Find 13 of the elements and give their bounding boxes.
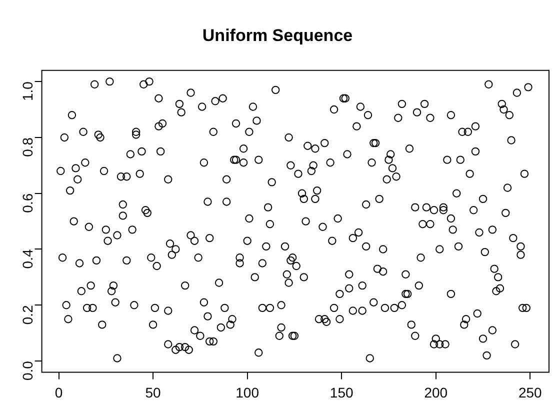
x-tick-label: 200 (424, 384, 448, 400)
y-tick-label: 0.6 (20, 193, 36, 213)
y-tick-label: 1.0 (20, 81, 36, 102)
x-tick-label: 0 (54, 384, 63, 400)
x-tick-label: 100 (236, 384, 260, 400)
x-tick-label: 250 (518, 384, 542, 400)
y-tick-label: 0.2 (20, 304, 36, 325)
x-tick-label: 50 (145, 384, 162, 400)
y-tick-label: 0.4 (20, 249, 36, 269)
y-tick-label: 0.8 (20, 137, 36, 157)
y-tick-label: 0.0 (20, 360, 36, 380)
chart-title: Uniform Sequence (202, 26, 353, 45)
x-tick-label: 150 (330, 384, 354, 400)
